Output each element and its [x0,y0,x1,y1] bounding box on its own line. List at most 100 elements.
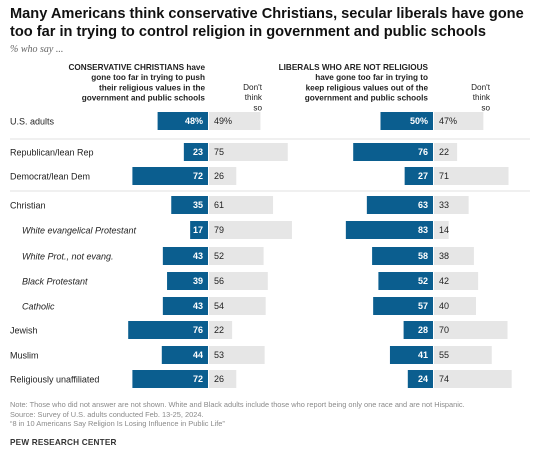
report-title-line: “8 in 10 Americans Say Religion Is Losin… [10,419,225,429]
bar-secondary [209,297,266,315]
bar-secondary [209,321,233,339]
data-label-secondary: 53 [214,350,224,360]
bar-primary [378,272,433,290]
chart-title: Many Americans think conservative Christ… [10,6,524,40]
column-header-secondary: think [245,93,263,102]
column-header-primary: LIBERALS WHO ARE NOT RELIGIOUS [279,63,429,72]
column-header-primary: keep religious values out of the [306,83,429,92]
data-label-primary: 76 [193,325,203,335]
bar-primary [161,346,208,364]
bar-primary [132,370,208,388]
data-label-secondary: 33 [439,200,449,210]
data-label-secondary: 26 [214,374,224,384]
bar-primary [403,321,433,339]
bar-primary [345,221,433,239]
data-label-secondary: 22 [439,147,449,157]
bar-secondary [434,370,512,388]
bar-secondary [434,346,492,364]
data-label-primary: 44 [193,350,203,360]
chart-notes: Note: Those who did not answer are not s… [10,400,534,429]
data-label-secondary: 75 [214,147,224,157]
data-label-secondary: 22 [214,325,224,335]
bar-secondary [209,143,288,161]
column-header-primary: CONSERVATIVE CHRISTIANS have [69,63,206,72]
data-label-secondary: 61 [214,200,224,210]
bar-primary [128,321,208,339]
category-label: White Prot., not evang. [22,252,114,262]
column-header-primary: gone too far in trying to push [91,73,205,82]
data-label-secondary: 42 [439,276,449,286]
data-label-secondary: 52 [214,251,224,261]
bar-secondary [209,346,265,364]
data-label-primary: 52 [418,276,428,286]
data-label-primary: 43 [193,301,203,311]
data-label-primary: 72 [193,171,203,181]
bar-primary [171,196,208,214]
bar-primary [162,297,208,315]
category-label: U.S. adults [10,117,55,127]
data-label-primary: 41 [418,350,428,360]
bar-secondary [434,297,476,315]
category-label: Muslim [10,351,39,361]
bar-secondary [434,272,479,290]
pew-research-logo: PEW RESEARCH CENTER [10,438,117,447]
category-label: Jewish [10,326,38,336]
bar-secondary [209,196,274,214]
data-label-primary: 50% [410,116,428,126]
data-label-primary: 57 [418,301,428,311]
bar-primary [380,112,433,130]
data-label-primary: 17 [193,225,203,235]
bar-primary [389,346,433,364]
category-label: White evangelical Protestant [22,226,137,236]
data-label-secondary: 38 [439,251,449,261]
data-label-primary: 23 [193,147,203,157]
bar-secondary [434,221,449,239]
column-header-secondary: so [481,103,490,112]
data-label-primary: 24 [418,374,428,384]
bar-primary [132,167,208,185]
data-label-primary: 35 [193,200,203,210]
bar-secondary [209,167,237,185]
bar-primary [407,370,433,388]
data-label-primary: 28 [418,325,428,335]
data-label-secondary: 49% [214,116,232,126]
bar-secondary [209,247,264,265]
data-label-secondary: 14 [439,225,449,235]
bar-primary [353,143,433,161]
data-label-secondary: 79 [214,225,224,235]
bar-primary [190,221,208,239]
bar-secondary [434,247,474,265]
note-line: Note: Those who did not answer are not s… [10,400,465,409]
chart-canvas: U.S. adults Republican/lean Rep Democrat/l… [10,63,530,388]
bar-primary [167,272,208,290]
column-header-primary: their religious values in the [99,83,205,92]
data-label-secondary: 54 [214,301,224,311]
bar-secondary [434,167,509,185]
bar-primary [157,112,208,130]
source-line: Source: Survey of U.S. adults conducted … [10,409,204,419]
bar-secondary [209,221,292,239]
category-label: Black Protestant [22,277,88,287]
bar-primary [373,297,433,315]
data-label-secondary: 70 [439,325,449,335]
bar-secondary [434,143,458,161]
bar-secondary [209,370,237,388]
data-label-secondary: 56 [214,276,224,286]
column-header-secondary: think [473,93,491,102]
bar-secondary [209,272,268,290]
data-label-secondary: 71 [439,171,449,181]
category-label: Republican/lean Rep [10,148,94,158]
data-label-secondary: 74 [439,374,449,384]
column-header-secondary: Don't [471,83,491,92]
bar-secondary [434,321,508,339]
data-label-primary: 58 [418,251,428,261]
column-header-primary: government and public schools [82,94,206,103]
category-label: Catholic [22,302,55,312]
data-label-primary: 83 [418,225,428,235]
bar-primary [183,143,208,161]
bar-primary [404,167,433,185]
category-label: Christian [10,201,46,211]
bar-secondary [434,112,484,130]
data-label-secondary: 26 [214,171,224,181]
chart-subtitle: % who say ... [10,44,64,55]
